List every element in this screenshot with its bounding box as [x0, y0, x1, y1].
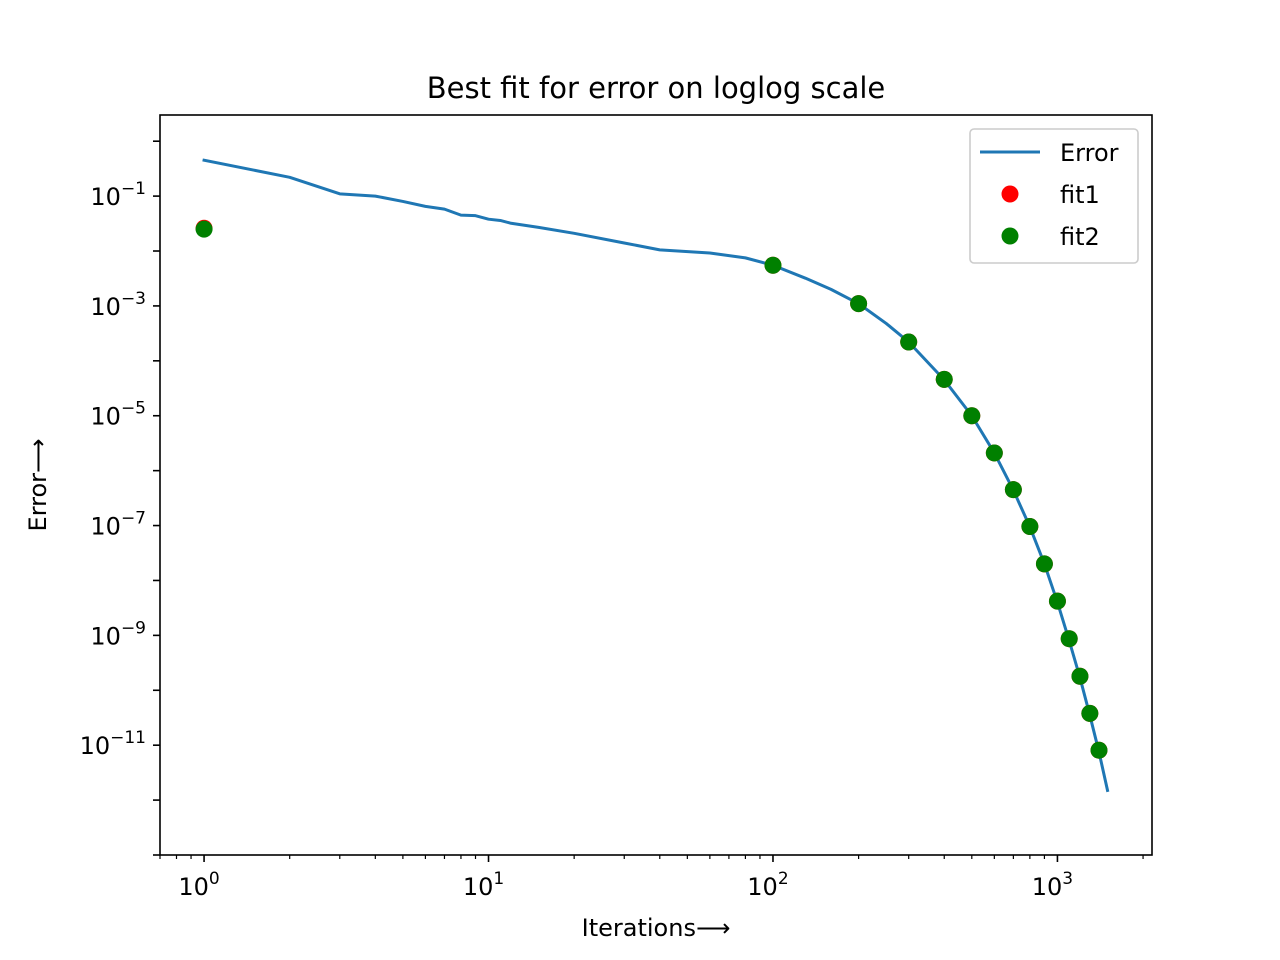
point-fit2: [935, 370, 953, 388]
legend-label: fit2: [1060, 223, 1100, 251]
point-fit2: [900, 333, 918, 351]
point-fit2: [963, 407, 981, 425]
chart-title: Best fit for error on loglog scale: [427, 71, 886, 105]
point-fit2: [195, 220, 213, 238]
point-fit2: [1021, 518, 1039, 536]
point-fit2: [1071, 667, 1089, 685]
y-tick-label: 10−9: [90, 618, 146, 650]
point-fit2: [1035, 555, 1053, 573]
x-axis: 100 101 102 103: [159, 855, 1144, 901]
x-tick-label: 101: [463, 869, 504, 901]
legend-swatch-marker: [1001, 185, 1019, 203]
y-tick-label: 10−7: [90, 509, 146, 541]
legend-swatch-marker: [1001, 227, 1019, 245]
axes-frame: [159, 114, 1153, 856]
y-tick-label: 10−11: [80, 728, 146, 760]
y-tick-label: 10−3: [90, 289, 146, 321]
y-axis-label: Error⟶: [24, 439, 52, 532]
legend: Error fit1 fit2: [969, 128, 1139, 264]
x-tick-label: 100: [178, 869, 219, 901]
point-fit2: [1048, 592, 1066, 610]
x-tick-label: 103: [1032, 869, 1073, 901]
point-fit2: [1004, 481, 1022, 499]
legend-label: Error: [1060, 139, 1119, 167]
point-fit2: [1090, 741, 1108, 759]
y-axis: 10−1 10−3 10−5 10−7 10−9 10−11: [80, 140, 160, 856]
point-fit2: [1060, 630, 1078, 648]
y-tick-label: 10−5: [90, 399, 146, 431]
point-fit2: [764, 256, 782, 274]
point-fit2: [850, 295, 868, 313]
y-tick-label: 10−1: [90, 179, 146, 211]
point-fit2: [1081, 704, 1099, 722]
point-fit2: [985, 444, 1003, 462]
x-axis-label: Iterations⟶: [582, 914, 731, 942]
x-tick-label: 102: [747, 869, 788, 901]
plot-area: [195, 158, 1110, 793]
legend-label: fit1: [1060, 181, 1100, 209]
